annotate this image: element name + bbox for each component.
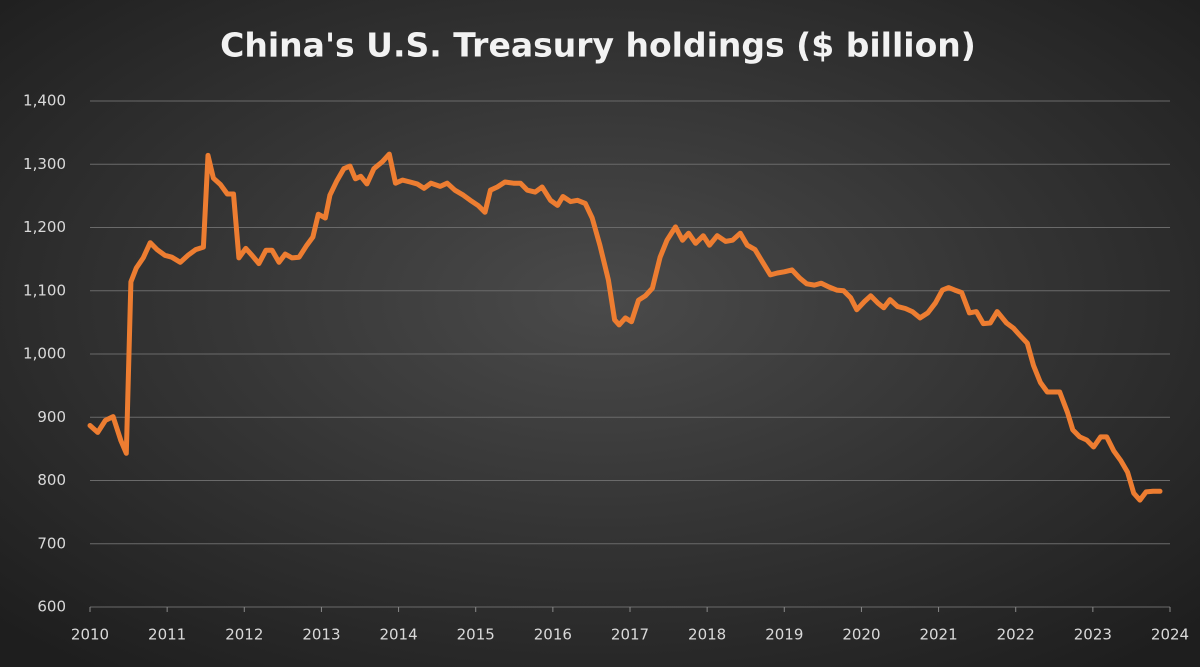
y-tick-label: 1,000 bbox=[23, 345, 66, 363]
x-tick-label: 2016 bbox=[534, 626, 572, 644]
x-tick-label: 2021 bbox=[919, 626, 957, 644]
x-tick-label: 2018 bbox=[688, 626, 726, 644]
x-tick-label: 2022 bbox=[997, 626, 1035, 644]
x-tick-label: 2024 bbox=[1151, 626, 1189, 644]
x-tick-label: 2012 bbox=[225, 626, 263, 644]
y-tick-label: 700 bbox=[37, 534, 66, 552]
x-tick-label: 2017 bbox=[611, 626, 649, 644]
x-tick-label: 2013 bbox=[302, 626, 340, 644]
x-tick-label: 2023 bbox=[1074, 626, 1112, 644]
x-tick-label: 2015 bbox=[457, 626, 495, 644]
y-tick-label: 600 bbox=[37, 598, 66, 616]
y-tick-label: 1,400 bbox=[23, 92, 66, 110]
y-tick-label: 800 bbox=[37, 471, 66, 489]
x-tick-label: 2020 bbox=[842, 626, 880, 644]
x-tick-label: 2011 bbox=[148, 626, 186, 644]
y-tick-label: 1,100 bbox=[23, 281, 66, 299]
x-tick-label: 2014 bbox=[379, 626, 417, 644]
data-line bbox=[87, 151, 1163, 503]
y-tick-label: 900 bbox=[37, 408, 66, 426]
x-tick-label: 2010 bbox=[71, 626, 109, 644]
chart-title: China's U.S. Treasury holdings ($ billio… bbox=[220, 26, 976, 65]
y-tick-label: 1,200 bbox=[23, 218, 66, 236]
y-tick-label: 1,300 bbox=[23, 155, 66, 173]
x-tick-label: 2019 bbox=[765, 626, 803, 644]
